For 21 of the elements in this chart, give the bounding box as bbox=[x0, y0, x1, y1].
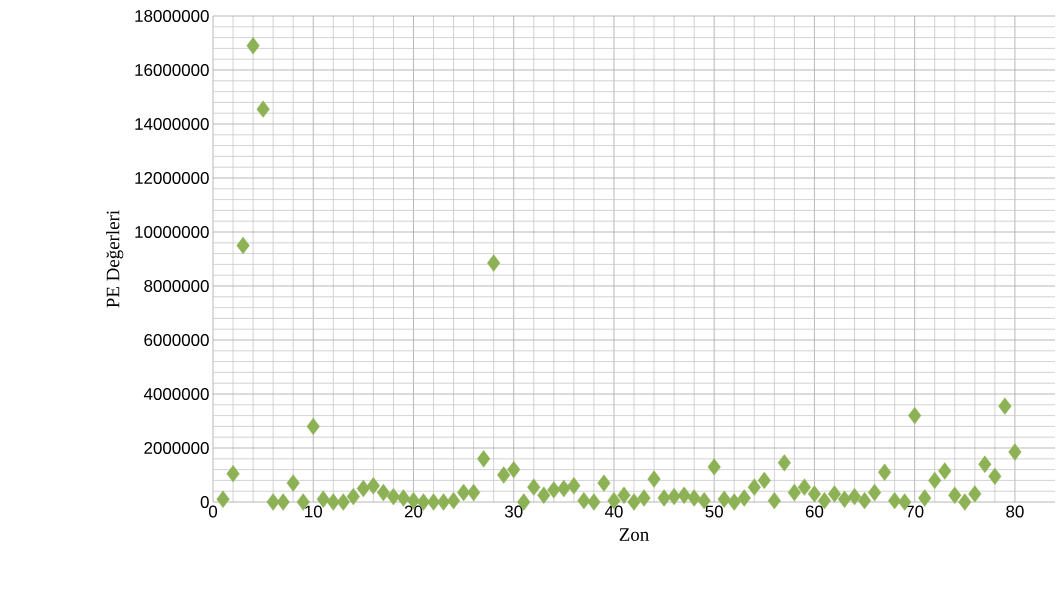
x-tick-label: 40 bbox=[604, 505, 623, 518]
y-tick-label: 16000000 bbox=[135, 64, 209, 76]
y-tick-label: 0 bbox=[200, 496, 209, 508]
x-tick-label: 10 bbox=[305, 505, 322, 518]
x-tick-label: 60 bbox=[805, 505, 824, 518]
x-tick-label: 70 bbox=[906, 505, 924, 518]
y-tick-label: 10000000 bbox=[135, 226, 209, 238]
y-tick-label: 4000000 bbox=[143, 388, 209, 400]
x-tick-label: 80 bbox=[1006, 505, 1024, 518]
y-tick-label: 6000000 bbox=[144, 334, 209, 346]
y-axis-title: PE Değerleri bbox=[106, 210, 124, 308]
y-tick-label: 8000000 bbox=[144, 280, 209, 292]
y-tick-label: 12000000 bbox=[135, 172, 209, 184]
x-tick-label: 20 bbox=[404, 505, 423, 518]
y-tick-label: 2000000 bbox=[144, 442, 209, 454]
y-tick-label: 14000000 bbox=[135, 118, 209, 130]
y-tick-label: 18000000 bbox=[135, 10, 209, 22]
x-tick-label: 50 bbox=[705, 505, 723, 518]
x-tick-label: 0 bbox=[208, 505, 218, 518]
x-axis-title: Zon bbox=[619, 528, 649, 541]
x-tick-label: 30 bbox=[504, 505, 523, 518]
